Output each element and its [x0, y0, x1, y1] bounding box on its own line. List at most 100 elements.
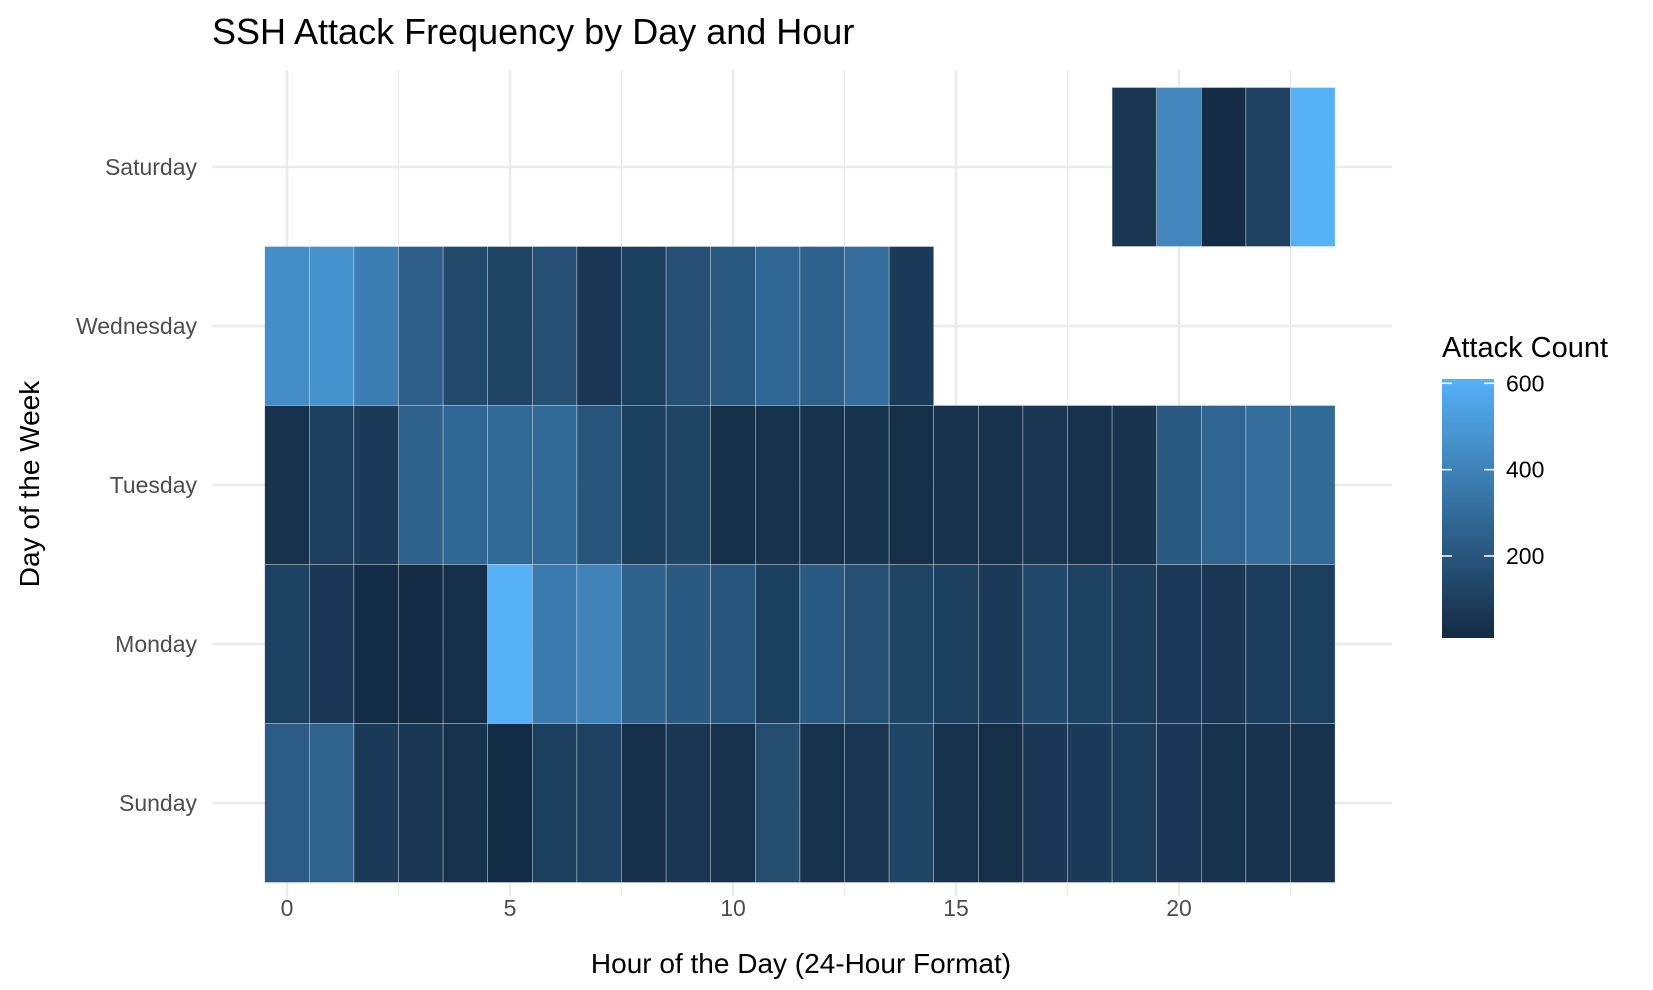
x-tick-label: 15 — [943, 895, 969, 921]
heatmap-cell — [754, 405, 801, 565]
x-tick-label: 10 — [720, 895, 746, 921]
x-axis-title: Hour of the Day (24-Hour Format) — [591, 948, 1011, 979]
heatmap-cell — [576, 723, 622, 883]
heatmap-cell — [799, 723, 845, 883]
heatmap-cell — [1290, 87, 1336, 247]
legend-colorbar — [1442, 379, 1494, 638]
heatmap-cell — [353, 723, 399, 883]
heatmap-cell — [353, 405, 399, 565]
heatmap-cell — [1156, 564, 1202, 724]
y-axis-title: Day of the Week — [14, 380, 45, 587]
heatmap-cell — [1290, 564, 1336, 724]
heatmap-cell — [264, 564, 310, 724]
heatmap-cell — [1201, 405, 1247, 565]
heatmap-cell — [398, 564, 444, 724]
heatmap-cell — [754, 246, 801, 406]
heatmap-cell — [398, 405, 444, 565]
heatmap-cell — [576, 405, 622, 565]
heatmap-cell — [844, 723, 890, 883]
heatmap-cell — [531, 246, 578, 406]
heatmap-cell — [799, 564, 845, 724]
y-tick-label: Tuesday — [110, 472, 198, 498]
heatmap-cell — [977, 405, 1024, 565]
heatmap-cell — [1245, 405, 1291, 565]
heatmap-cell — [710, 405, 756, 565]
legend-title: Attack Count — [1442, 332, 1608, 364]
heatmap-cell — [487, 564, 533, 724]
heatmap-cell — [621, 405, 667, 565]
heatmap-cell — [442, 564, 489, 724]
legend: Attack Count 200 400 600 — [1442, 332, 1608, 638]
heatmap-cell — [398, 246, 444, 406]
heatmap-cell — [1067, 564, 1113, 724]
heatmap-cell — [1156, 87, 1202, 247]
x-axis-ticks: 0 5 10 15 20 — [281, 895, 1192, 921]
legend-tick-label: 600 — [1506, 370, 1544, 396]
heatmap-cell — [308, 246, 355, 406]
heatmap-cell — [308, 723, 355, 883]
heatmap-cell — [1022, 564, 1068, 724]
legend-tick-label: 400 — [1506, 457, 1544, 483]
heatmap-cell — [933, 723, 979, 883]
heatmap-cell — [710, 246, 756, 406]
y-tick-label: Sunday — [119, 790, 198, 816]
heatmap-cell — [977, 564, 1024, 724]
heatmap-cell — [710, 723, 756, 883]
heatmap-cell — [487, 723, 533, 883]
heatmap-cell — [353, 246, 399, 406]
heatmap-cell — [933, 405, 979, 565]
legend-tick-label: 200 — [1506, 543, 1544, 569]
x-tick-label: 5 — [504, 895, 517, 921]
heatmap-cell — [531, 405, 578, 565]
heatmap-cell — [621, 246, 667, 406]
heatmap-cell — [531, 723, 578, 883]
heatmap-cell — [844, 405, 890, 565]
heatmap-cell — [264, 405, 310, 565]
heatmap-cell — [1245, 564, 1291, 724]
heatmap-cell — [353, 564, 399, 724]
heatmap-cell — [442, 405, 489, 565]
heatmap-cell — [1245, 87, 1291, 247]
heatmap-cell — [1022, 723, 1068, 883]
heatmap-cell — [1201, 564, 1247, 724]
heatmap-cell — [264, 723, 310, 883]
heatmap-cell — [621, 723, 667, 883]
heatmap-cell — [799, 246, 845, 406]
heatmap-cell — [308, 405, 355, 565]
heatmap-cell — [1067, 723, 1113, 883]
chart-title: SSH Attack Frequency by Day and Hour — [212, 11, 854, 52]
heatmap-cell — [977, 723, 1024, 883]
heatmap-cell — [799, 405, 845, 565]
heatmap-cell — [621, 564, 667, 724]
heatmap-cell — [754, 564, 801, 724]
heatmap-cell — [844, 246, 890, 406]
heatmap-cell — [1111, 723, 1157, 883]
y-axis-ticks: Saturday Wednesday Tuesday Monday Sunday — [76, 154, 198, 816]
heatmap-cell — [665, 405, 711, 565]
heatmap-cell — [442, 246, 489, 406]
y-tick-label: Wednesday — [76, 313, 198, 339]
heatmap-cell — [1111, 405, 1157, 565]
heatmap-cell — [442, 723, 489, 883]
x-tick-label: 0 — [281, 895, 294, 921]
heatmap-cell — [665, 564, 711, 724]
heatmap-cell — [1290, 723, 1336, 883]
heatmap-cell — [1290, 405, 1336, 565]
heatmap-cell — [1022, 405, 1068, 565]
heatmap-cell — [531, 564, 578, 724]
heatmap-cell — [933, 564, 979, 724]
heatmap-cell — [576, 564, 622, 724]
heatmap-cell — [487, 246, 533, 406]
x-tick-label: 20 — [1166, 895, 1192, 921]
heatmap-cell — [1156, 405, 1202, 565]
y-tick-label: Monday — [115, 631, 197, 657]
heatmap-tiles — [264, 87, 1336, 883]
heatmap-cell — [1245, 723, 1291, 883]
heatmap-cell — [308, 564, 355, 724]
heatmap-cell — [576, 246, 622, 406]
heatmap-cell — [665, 246, 711, 406]
heatmap-cell — [844, 564, 890, 724]
heatmap-cell — [264, 246, 310, 406]
